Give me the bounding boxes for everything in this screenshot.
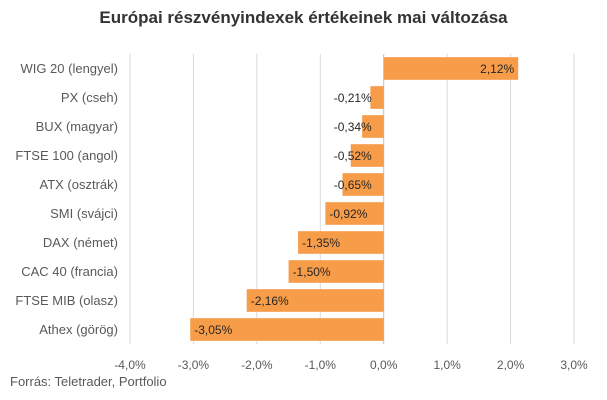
- x-tick-label: -1,0%: [305, 358, 337, 372]
- data-label: 2,12%: [480, 62, 514, 76]
- data-label: -2,16%: [251, 294, 289, 308]
- x-tick-label: -3,0%: [178, 358, 210, 372]
- category-label: DAX (német): [43, 235, 118, 250]
- x-tick-label: 2,0%: [497, 358, 525, 372]
- x-tick-label: -2,0%: [241, 358, 273, 372]
- x-tick-label: -4,0%: [114, 358, 146, 372]
- bar: [362, 115, 384, 138]
- chart-title: Európai részvényindexek értékeinek mai v…: [99, 8, 508, 27]
- bar: [370, 86, 384, 109]
- data-label: -1,35%: [302, 236, 340, 250]
- bar: [246, 289, 384, 312]
- bar: [298, 231, 384, 254]
- category-label: ATX (osztrák): [40, 177, 119, 192]
- category-label: PX (cseh): [61, 90, 118, 105]
- data-label: -0,21%: [334, 91, 372, 105]
- data-label: -0,65%: [334, 178, 372, 192]
- x-tick-label: 3,0%: [560, 358, 588, 372]
- bar: [383, 57, 519, 80]
- category-label: BUX (magyar): [36, 119, 118, 134]
- bar: [325, 202, 384, 225]
- bar: [350, 144, 384, 167]
- bar: [190, 318, 384, 341]
- bar: [288, 260, 384, 283]
- category-label: WIG 20 (lengyel): [20, 61, 118, 76]
- x-tick-label: 0,0%: [370, 358, 398, 372]
- data-label: -1,50%: [293, 265, 331, 279]
- category-label: FTSE 100 (angol): [15, 148, 118, 163]
- data-label: -0,52%: [334, 149, 372, 163]
- category-label: FTSE MIB (olasz): [15, 293, 118, 308]
- data-label: -3,05%: [194, 323, 232, 337]
- source-note: Forrás: Teletrader, Portfolio: [10, 374, 167, 389]
- category-label: CAC 40 (francia): [21, 264, 118, 279]
- data-label: -0,92%: [329, 207, 367, 221]
- bar: [342, 173, 384, 196]
- x-tick-label: 1,0%: [433, 358, 461, 372]
- category-label: Athex (görög): [39, 322, 118, 337]
- category-label: SMI (svájci): [50, 206, 118, 221]
- data-label: -0,34%: [334, 120, 372, 134]
